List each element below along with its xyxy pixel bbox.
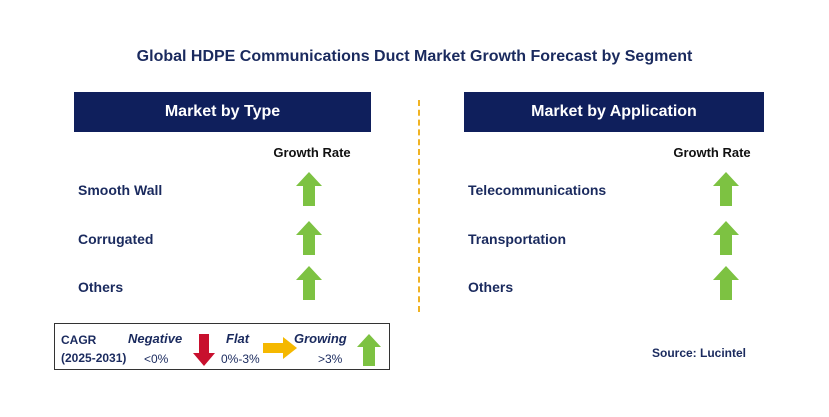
left-growth-rate-label: Growth Rate [273, 145, 351, 160]
legend-growing-label: Growing [294, 331, 347, 346]
source-note: Source: Lucintel [652, 346, 747, 360]
legend-negative-range: <0% [144, 352, 169, 366]
application-item-transportation: Transportation [468, 231, 567, 247]
legend-cagr-label: CAGR [61, 333, 97, 347]
legend-flat-label: Flat [226, 331, 250, 346]
right-growth-rate-label: Growth Rate [673, 145, 751, 160]
right-arrow-icon [263, 337, 297, 359]
type-item-corrugated: Corrugated [78, 231, 154, 247]
legend-period: (2025-2031) [61, 351, 127, 365]
down-arrow-icon [193, 334, 215, 366]
chart-title: Global HDPE Communications Duct Market G… [136, 48, 693, 65]
panel-divider [418, 100, 420, 312]
cagr-legend: CAGR (2025-2031) Negative <0% Flat 0%-3%… [54, 323, 390, 370]
type-item-smooth-wall: Smooth Wall [78, 182, 163, 198]
legend-flat-range: 0%-3% [221, 352, 260, 366]
up-arrow-icon [713, 221, 739, 255]
market-by-application-header: Market by Application [464, 92, 764, 132]
up-arrow-icon [357, 334, 381, 366]
application-item-others: Others [468, 279, 514, 295]
up-arrow-icon [713, 172, 739, 206]
legend-negative-label: Negative [128, 331, 183, 346]
legend-growing-range: >3% [318, 352, 343, 366]
up-arrow-icon [296, 266, 322, 300]
type-item-others: Others [78, 279, 124, 295]
up-arrow-icon [296, 172, 322, 206]
application-item-telecommunications: Telecommunications [468, 182, 607, 198]
up-arrow-icon [713, 266, 739, 300]
market-by-type-header: Market by Type [74, 92, 371, 132]
up-arrow-icon [296, 221, 322, 255]
